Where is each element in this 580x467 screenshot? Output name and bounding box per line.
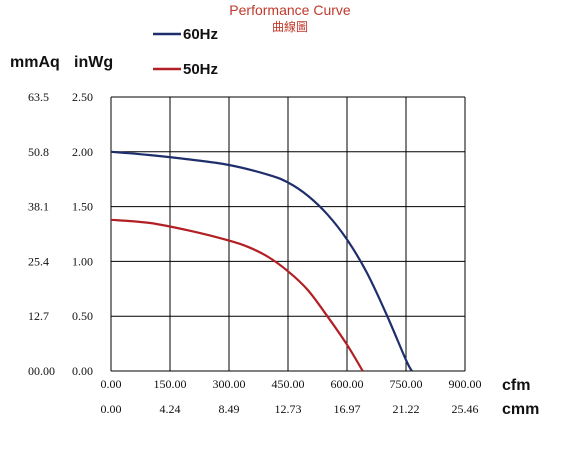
x-tick-label: 0.00 xyxy=(101,377,122,391)
legend-label-60hz: 60Hz xyxy=(183,26,218,43)
x-tick-label-secondary: 21.22 xyxy=(393,402,420,416)
x-unit-cfm: cfm xyxy=(502,377,530,394)
chart-subtitle: 曲線圖 xyxy=(272,19,308,34)
x-tick-label-secondary: 0.00 xyxy=(101,402,122,416)
x-tick-label: 150.00 xyxy=(154,377,187,391)
y-unit-inwg: inWg xyxy=(74,54,113,71)
y-unit-mmaq: mmAq xyxy=(10,54,60,71)
x-tick-label-secondary: 4.24 xyxy=(160,402,181,416)
y-tick-label: 2.00 xyxy=(72,145,93,159)
y-tick-label-secondary: 38.1 xyxy=(28,200,49,214)
x-tick-label: 600.00 xyxy=(331,377,364,391)
y-tick-label: 0.50 xyxy=(72,309,93,323)
x-tick-label: 900.00 xyxy=(449,377,482,391)
legend: 60Hz 50Hz xyxy=(153,26,218,78)
tick-labels: 0.00 150.00 300.00 450.00 600.00 750.00 900.00… xyxy=(28,90,482,416)
x-tick-label-secondary: 25.46 xyxy=(452,402,479,416)
chart-title: Performance Curve xyxy=(229,2,351,18)
series-line-60hz xyxy=(110,150,413,372)
legend-label-50hz: 50Hz xyxy=(183,61,218,78)
y-tick-label: 1.00 xyxy=(72,254,93,268)
series-line-50hz xyxy=(110,218,364,372)
y-tick-label-secondary: 63.5 xyxy=(28,90,49,104)
y-tick-label: 1.50 xyxy=(72,200,93,214)
x-tick-label-secondary: 12.73 xyxy=(275,402,302,416)
x-tick-label: 300.00 xyxy=(213,377,246,391)
x-tick-label: 750.00 xyxy=(390,377,423,391)
y-tick-label-secondary: 25.4 xyxy=(28,254,49,268)
x-tick-label-secondary: 8.49 xyxy=(219,402,240,416)
curves xyxy=(110,150,413,372)
y-tick-label-secondary: 00.00 xyxy=(28,364,55,378)
y-tick-label-secondary: 50.8 xyxy=(28,145,49,159)
chart-grid xyxy=(110,96,466,372)
x-tick-label-secondary: 16.97 xyxy=(334,402,361,416)
y-tick-label: 2.50 xyxy=(72,90,93,104)
y-tick-label-secondary: 12.7 xyxy=(28,309,49,323)
x-tick-label: 450.00 xyxy=(272,377,305,391)
y-tick-label: 0.00 xyxy=(72,364,93,378)
x-unit-cmm: cmm xyxy=(502,401,539,418)
